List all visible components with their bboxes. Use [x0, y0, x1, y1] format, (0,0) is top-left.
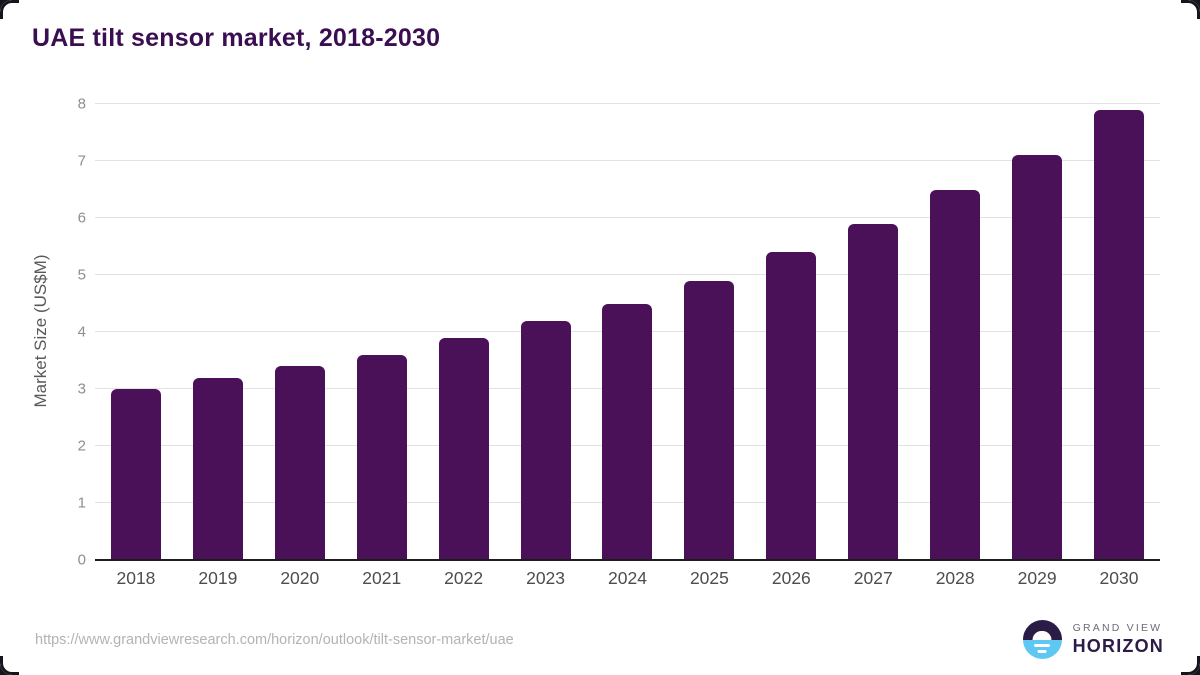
y-tick-label: 5 [77, 266, 86, 284]
gridline [95, 217, 1160, 218]
gridline [95, 103, 1160, 104]
y-tick-label: 2 [77, 437, 86, 455]
bar-slot [996, 104, 1078, 560]
bar-2028 [930, 189, 981, 560]
y-tick-label: 1 [77, 494, 86, 512]
x-labels-row: 2018 2019 2020 2021 2022 2023 2024 2025 2026 2027… [95, 568, 1160, 589]
x-tick-label: 2018 [116, 568, 156, 588]
plot-area: 0 1 2 3 4 5 6 7 8 [78, 97, 1160, 568]
y-tick-label: 8 [77, 95, 86, 113]
x-tick-label: 2027 [853, 568, 893, 588]
x-tick-label: 2023 [526, 568, 566, 588]
x-tick-label: 2021 [362, 568, 402, 588]
brand-name-bottom: HORIZON [1072, 636, 1164, 656]
horizon-sun-icon [1022, 620, 1062, 659]
bar-2021 [356, 354, 407, 560]
bar-2019 [192, 377, 243, 560]
x-tick-label: 2019 [198, 568, 238, 588]
x-tick-label: 2022 [444, 568, 484, 588]
y-tick-label: 0 [77, 551, 86, 569]
bars-row [95, 104, 1160, 560]
gridline [95, 160, 1160, 161]
bar-2023 [520, 320, 571, 560]
bar-slot [177, 104, 259, 560]
y-tick-label: 7 [77, 152, 86, 170]
logo-sea-half [1022, 639, 1062, 659]
rounded-corner-top-left [0, 0, 19, 19]
brand-text: GRAND VIEW HORIZON [1073, 622, 1164, 657]
chart-title: UAE tilt sensor market, 2018-2030 [32, 24, 441, 52]
x-tick-label: 2030 [1099, 568, 1139, 588]
bar-2018 [110, 389, 161, 560]
x-tick-label: 2025 [689, 568, 729, 588]
bar-slot [259, 104, 341, 560]
bar-slot [832, 104, 914, 560]
logo-sky-half [1022, 620, 1062, 640]
bar-slot [341, 104, 423, 560]
x-tick-label: 2020 [280, 568, 320, 588]
bar-slot [505, 104, 587, 560]
bar-2024 [602, 303, 653, 560]
bar-slot [95, 104, 177, 560]
sun-dome-shape [1032, 630, 1052, 640]
rounded-corner-bottom-right [1181, 656, 1200, 675]
bar-slot [668, 104, 750, 560]
bar-slot [423, 104, 505, 560]
y-tick-label: 3 [77, 380, 86, 398]
bar-slot [1078, 104, 1160, 560]
bar-2022 [438, 337, 489, 560]
brand-logo: GRAND VIEW HORIZON [1022, 620, 1164, 659]
bar-2027 [848, 223, 899, 560]
y-tick-label: 4 [77, 323, 86, 341]
gridline [95, 274, 1160, 275]
bar-2020 [274, 366, 325, 560]
y-tick-label: 6 [77, 209, 86, 227]
brand-name-top: GRAND VIEW [1072, 622, 1163, 634]
x-tick-label: 2028 [935, 568, 975, 588]
x-tick-label: 2026 [771, 568, 811, 588]
source-url: https://www.grandviewresearch.com/horizo… [35, 632, 514, 648]
rounded-corner-bottom-left [0, 656, 19, 675]
bar-slot [914, 104, 996, 560]
bar-2029 [1012, 155, 1063, 560]
bar-2025 [684, 280, 735, 560]
bar-slot [587, 104, 669, 560]
x-tick-label: 2029 [1017, 568, 1057, 588]
bar-2030 [1094, 109, 1145, 560]
x-tick-label: 2024 [608, 568, 647, 588]
bar-2026 [766, 252, 817, 560]
bar-slot [750, 104, 832, 560]
sun-reflection-line-2 [1037, 649, 1047, 653]
rounded-corner-top-right [1181, 0, 1200, 19]
x-axis-line [95, 559, 1160, 561]
sun-reflection-line-1 [1034, 643, 1051, 647]
